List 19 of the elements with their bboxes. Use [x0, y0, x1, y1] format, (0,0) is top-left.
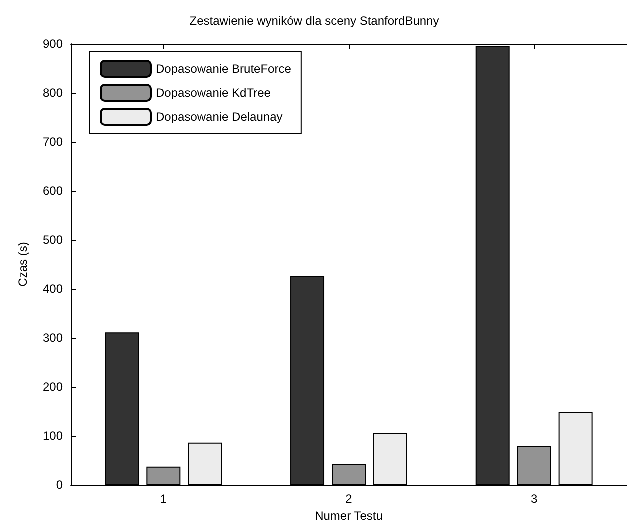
y-tick-label: 700 — [42, 135, 64, 149]
legend-label: Dopasowanie Delaunay — [156, 110, 283, 124]
x-tick-label: 1 — [160, 492, 168, 506]
legend-label: Dopasowanie BruteForce — [156, 62, 292, 76]
y-tick-label: 800 — [42, 86, 64, 100]
y-tick-label: 300 — [42, 331, 64, 345]
y-tick-label: 200 — [42, 380, 64, 394]
y-tick-label: 900 — [42, 37, 64, 51]
x-axis-title: Numer Testu — [315, 509, 383, 523]
legend-label: Dopasowanie KdTree — [156, 86, 272, 100]
y-tick-label: 100 — [42, 429, 64, 443]
x-tick-label: 2 — [346, 492, 353, 506]
y-tick-label: 500 — [42, 233, 64, 247]
y-tick-label: 600 — [42, 184, 64, 198]
y-tick-label: 0 — [56, 478, 64, 492]
y-tick-label: 400 — [42, 282, 64, 296]
chart-title: Zestawienie wyników dla sceny StanfordBunny — [190, 14, 440, 28]
y-axis-title: Czas (s) — [16, 242, 30, 287]
x-tick-label: 3 — [530, 492, 538, 506]
